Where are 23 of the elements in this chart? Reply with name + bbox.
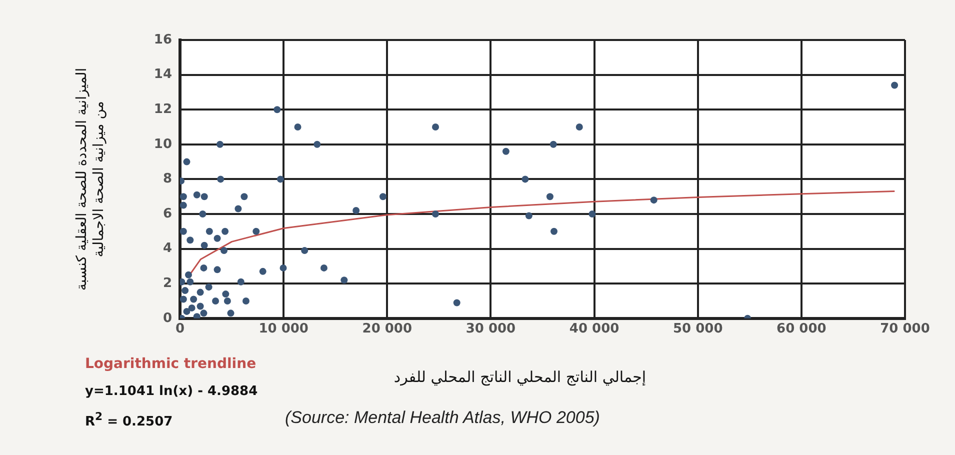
x-tick-label: 40 000 [569, 322, 620, 337]
y-tick-label: 2 [162, 276, 172, 291]
x-tick-label: 70 000 [880, 322, 930, 337]
y-tick-label: 4 [162, 241, 172, 256]
text: y=1.1041 ln(x) - 4.9884 [85, 384, 258, 399]
y-axis-title: الميزانية المحددة للصحة العقلية كنسبة من ميزانية الصحة الاجمالية [74, 68, 107, 291]
y-tick-label: 0 [162, 310, 172, 326]
y-tick-label: 14 [154, 67, 172, 82]
x-tick-label: 0 [175, 322, 185, 337]
x-tick-label: 20 000 [362, 322, 412, 337]
y-tick-label: 12 [154, 102, 172, 117]
text: R$^{2}$ = 0.2507 [85, 410, 173, 430]
y-tick-label: 10 [154, 136, 172, 152]
y-tick-label: 8 [162, 172, 172, 187]
y-tick-label: 6 [162, 206, 172, 222]
x-axis-title: إجمالي الناتج المحلي الناتج المحلي للفرد [392, 368, 648, 386]
x-tick-label: 60 000 [776, 322, 826, 337]
text: (Source: Mental Health Atlas, WHO 2005) [285, 408, 600, 428]
x-tick-label: 30 000 [466, 322, 516, 337]
text: Logarithmic trendline [85, 356, 256, 372]
y-tick-label: 16 [154, 32, 172, 48]
x-tick-label: 50 000 [672, 322, 723, 337]
x-tick-label: 10 000 [258, 322, 308, 337]
